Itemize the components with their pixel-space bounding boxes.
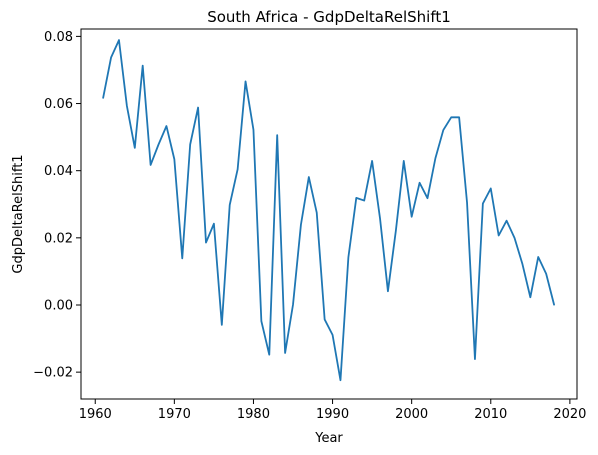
y-tick-label: 0.08 <box>44 30 73 45</box>
x-axis-label: Year <box>314 431 343 446</box>
x-tick-label: 1980 <box>237 407 270 422</box>
y-axis: −0.02 0.00 0.02 0.04 0.06 0.08 <box>33 30 81 381</box>
y-axis-label: GdpDeltaRelShift1 <box>11 154 26 273</box>
x-tick-label: 2010 <box>474 407 507 422</box>
axes-frame <box>80 28 578 400</box>
chart-title: South Africa - GdpDeltaRelShift1 <box>207 8 451 26</box>
x-tick-label: 2020 <box>553 407 586 422</box>
x-tick-label: 2000 <box>395 407 428 422</box>
y-tick-label: −0.02 <box>33 366 73 381</box>
plot-area <box>102 39 555 382</box>
y-tick-label: 0.02 <box>44 231 73 246</box>
x-tick-label: 1970 <box>158 407 191 422</box>
x-axis: 1960 1970 1980 1990 2000 2010 2020 <box>79 399 586 422</box>
x-tick-label: 1960 <box>79 407 112 422</box>
series-line <box>102 39 555 382</box>
y-tick-label: 0.06 <box>44 97 73 112</box>
x-tick-label: 1990 <box>316 407 349 422</box>
y-tick-label: 0.00 <box>44 298 73 313</box>
y-tick-label: 0.04 <box>44 164 73 179</box>
